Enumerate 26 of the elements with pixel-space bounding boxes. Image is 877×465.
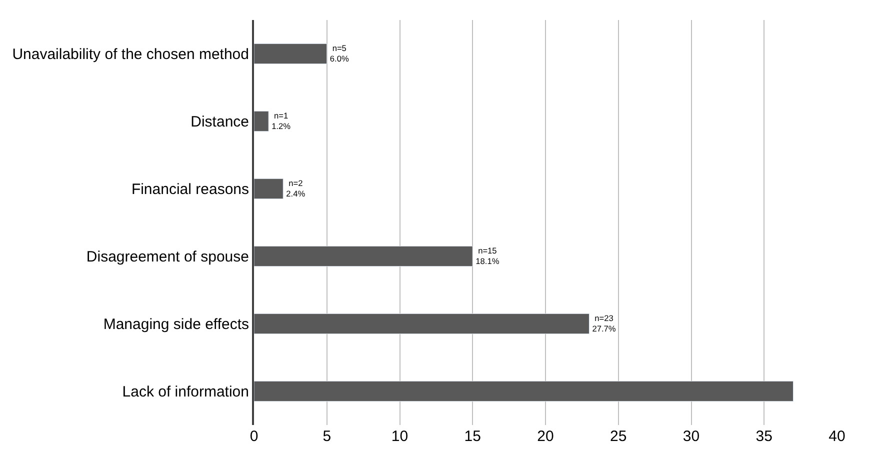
y-tick-label: Unavailability of the chosen method <box>12 46 249 63</box>
y-tick-label: Distance <box>190 114 249 130</box>
data-label: n=2 2.4% <box>286 178 306 199</box>
y-tick-label: Disagreement of spouse <box>86 248 249 266</box>
bar <box>254 110 269 132</box>
y-tick-label: Lack of information <box>122 384 249 400</box>
data-label: n=23 27.7% <box>592 312 616 334</box>
x-tick-label: 40 <box>828 428 846 445</box>
y-tick-label: Managing side effects <box>103 316 249 333</box>
bar <box>254 246 473 267</box>
x-tick-label: 20 <box>537 428 554 445</box>
data-label: n=5 6.0% <box>330 42 350 64</box>
data-label: n=15 18.1% <box>476 245 500 266</box>
data-label: n=1 1.2% <box>272 110 292 132</box>
y-tick-label: Financial reasons <box>131 181 249 198</box>
bar <box>254 380 794 402</box>
bar <box>254 313 590 334</box>
x-tick-label: 0 <box>250 428 258 445</box>
x-tick-label: 15 <box>464 428 481 445</box>
x-tick-label: 25 <box>610 428 627 445</box>
x-tick-label: 5 <box>322 428 332 445</box>
x-tick-label: 35 <box>756 428 772 445</box>
bar <box>254 178 284 200</box>
x-tick-label: 10 <box>391 428 408 445</box>
x-tick-label: 30 <box>682 428 700 445</box>
bar <box>254 43 328 64</box>
